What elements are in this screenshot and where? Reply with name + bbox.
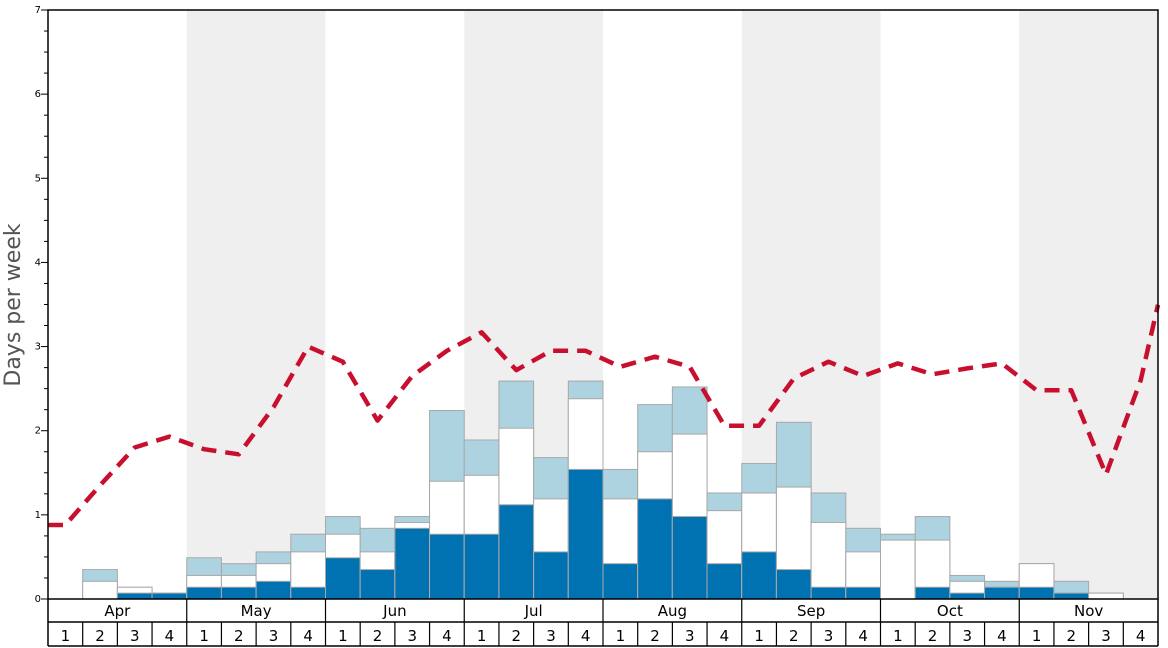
bar-dark bbox=[914, 586, 951, 600]
week-label: 1 bbox=[754, 627, 764, 645]
bar-dark bbox=[429, 533, 465, 600]
week-label: 1 bbox=[477, 627, 487, 645]
trend-line-layer bbox=[48, 304, 1161, 528]
x-axis: Apr 1 2 3 4 May 1 2 3 4 Jun 1 2 3 4 Jul 1 2 3 4 Aug 1 2 3 4 Sep 1 2… bbox=[47, 9, 1159, 647]
bar-dark bbox=[116, 592, 153, 600]
week-label: 4 bbox=[720, 627, 730, 645]
week-label: 1 bbox=[199, 627, 209, 645]
y-tick-label: 0 bbox=[35, 594, 41, 605]
bar-dark bbox=[602, 563, 639, 600]
month-label-sep: Sep bbox=[797, 602, 825, 620]
month-label-jul: Jul bbox=[524, 602, 543, 620]
bar-dark bbox=[845, 586, 881, 600]
bar-dark bbox=[533, 551, 569, 600]
bar-dark bbox=[220, 586, 257, 600]
week-label: 3 bbox=[546, 627, 556, 645]
bar-dark bbox=[463, 533, 500, 600]
month-band-layer bbox=[186, 10, 1158, 599]
week-label: 4 bbox=[858, 627, 868, 645]
y-tick-label: 7 bbox=[35, 5, 41, 16]
week-label: 2 bbox=[512, 627, 522, 645]
y-tick-label: 4 bbox=[35, 257, 41, 268]
week-label: 4 bbox=[303, 627, 313, 645]
week-label: 4 bbox=[1136, 627, 1146, 645]
bar-dark bbox=[706, 563, 743, 600]
week-label: 2 bbox=[650, 627, 660, 645]
month-label-aug: Aug bbox=[658, 602, 687, 620]
y-tick-label: 2 bbox=[35, 426, 41, 437]
month-label-jun: Jun bbox=[382, 602, 406, 620]
bar-dark bbox=[255, 580, 292, 600]
bar-dark bbox=[567, 468, 604, 600]
bar-dark bbox=[498, 504, 535, 600]
bar-dark bbox=[359, 569, 396, 600]
week-label: 2 bbox=[234, 627, 244, 645]
trend-line bbox=[48, 304, 1161, 528]
week-label: 2 bbox=[373, 627, 383, 645]
week-label: 3 bbox=[962, 627, 972, 645]
week-label: 2 bbox=[1067, 627, 1077, 645]
y-tick-label: 3 bbox=[35, 342, 41, 353]
week-label: 1 bbox=[1032, 627, 1042, 645]
month-band-nov bbox=[1019, 10, 1158, 599]
bar-layer bbox=[82, 380, 1124, 600]
week-label: 2 bbox=[95, 627, 105, 645]
bar-dark bbox=[186, 586, 222, 600]
week-label: 1 bbox=[61, 627, 71, 645]
y-tick-label: 5 bbox=[35, 173, 41, 184]
month-label-nov: Nov bbox=[1074, 602, 1103, 620]
bar-dark bbox=[1053, 592, 1090, 600]
week-label: 4 bbox=[997, 627, 1007, 645]
week-label: 3 bbox=[685, 627, 695, 645]
week-label: 3 bbox=[269, 627, 279, 645]
bar-dark bbox=[151, 592, 188, 600]
week-label: 2 bbox=[928, 627, 938, 645]
week-label: 4 bbox=[165, 627, 175, 645]
week-label: 2 bbox=[789, 627, 799, 645]
bar-white bbox=[1088, 592, 1124, 600]
bar-dark bbox=[1018, 586, 1055, 600]
y-tick-label: 6 bbox=[35, 89, 41, 100]
y-axis-label: Days per week bbox=[1, 223, 26, 386]
month-label-oct: Oct bbox=[937, 602, 963, 620]
bar-dark bbox=[810, 586, 847, 600]
month-label-may: May bbox=[241, 602, 272, 620]
bar-dark bbox=[741, 551, 777, 600]
bar-dark bbox=[290, 586, 326, 600]
week-label: 3 bbox=[824, 627, 834, 645]
month-label-apr: Apr bbox=[104, 602, 131, 620]
week-label: 4 bbox=[581, 627, 591, 645]
bar-white bbox=[880, 539, 916, 600]
bar-dark bbox=[949, 592, 986, 600]
bar-dark bbox=[671, 516, 708, 600]
month-band-may bbox=[186, 10, 326, 599]
week-label: 1 bbox=[338, 627, 348, 645]
week-label: 3 bbox=[1101, 627, 1111, 645]
week-label: 1 bbox=[616, 627, 626, 645]
y-axis: 0 1 2 3 4 5 6 7 bbox=[35, 5, 48, 605]
week-label: 1 bbox=[893, 627, 903, 645]
week-label: 4 bbox=[442, 627, 452, 645]
bar-white bbox=[82, 580, 118, 600]
y-tick-label: 1 bbox=[35, 510, 41, 521]
bar-dark bbox=[775, 569, 812, 600]
week-label: 3 bbox=[130, 627, 140, 645]
bar-dark bbox=[984, 586, 1020, 600]
bar-dark bbox=[637, 498, 673, 600]
week-label: 3 bbox=[407, 627, 417, 645]
bar-dark bbox=[394, 527, 431, 600]
bar-dark bbox=[325, 557, 361, 600]
